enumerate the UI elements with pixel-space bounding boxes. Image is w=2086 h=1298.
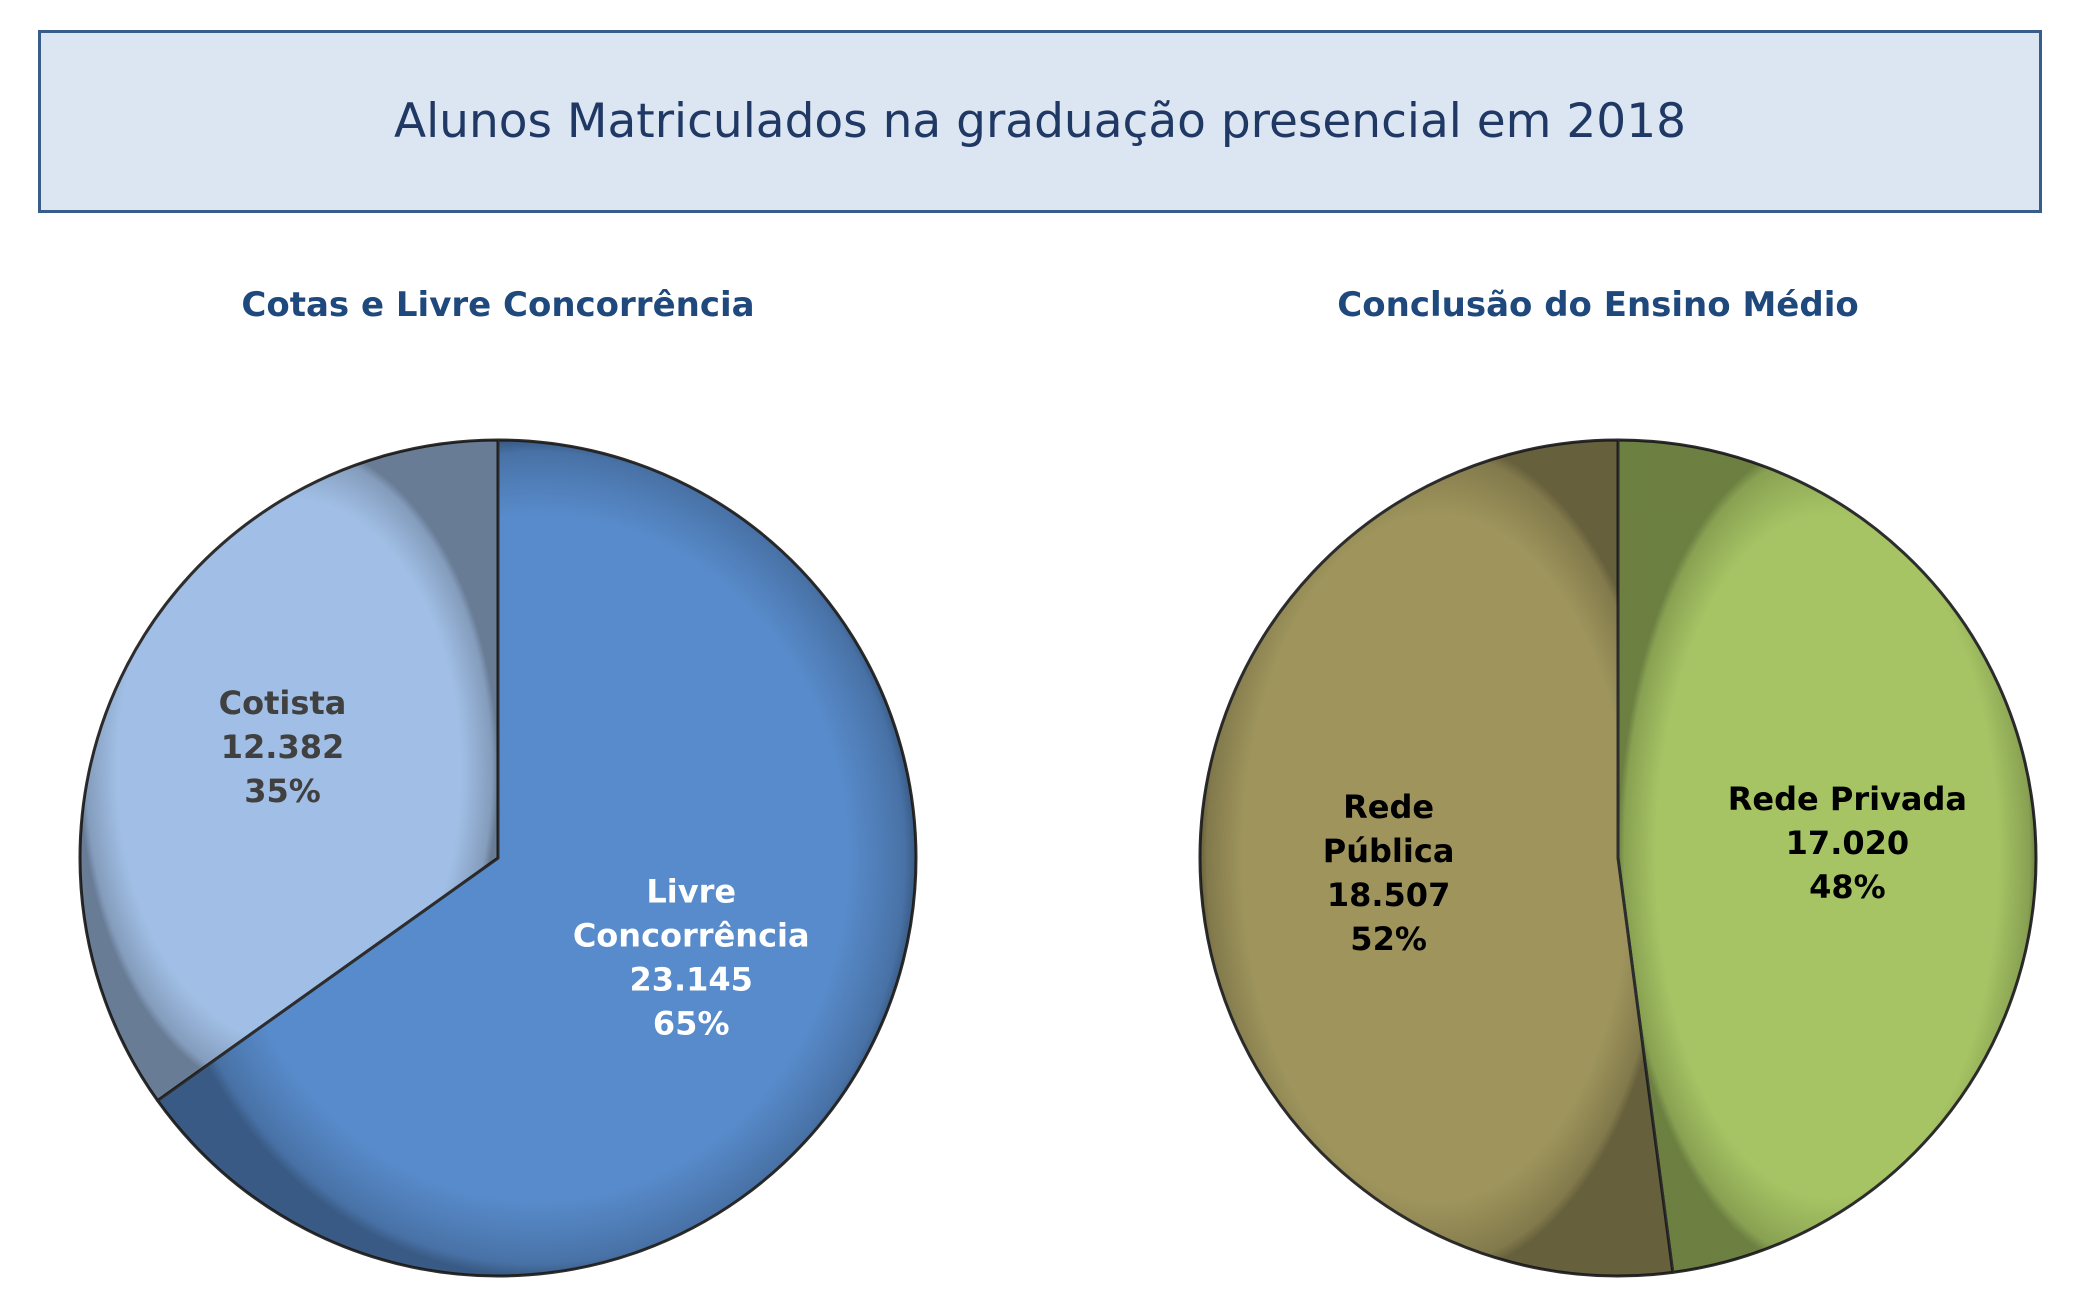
- pie-chart-cotas: Livre Concorrência 23.145 65% Cotista 12.382 3…: [78, 438, 918, 1278]
- data-label-rede-publica: Rede Pública 18.507 52%: [1323, 788, 1455, 958]
- data-label-cotista: Cotista 12.382 35%: [219, 684, 347, 810]
- page-title: Alunos Matriculados na graduação presenc…: [393, 94, 1687, 149]
- pie-chart-ensino-medio: Rede Privada 17.020 48% Rede Pública 18.507 52…: [1198, 438, 2038, 1278]
- data-label-livre-concorrencia: Livre Concorrência 23.145 65%: [573, 873, 810, 1043]
- pie-slice-shading: [1618, 440, 2036, 1273]
- chart-title-ensino-medio: Conclusão do Ensino Médio: [1337, 285, 1859, 325]
- title-box: Alunos Matriculados na graduação presenc…: [38, 30, 2042, 213]
- data-label-rede-privada: Rede Privada 17.020 48%: [1728, 780, 1967, 906]
- pie-slice-shading: [1199, 440, 1673, 1276]
- pie-slice-shading: [80, 440, 498, 1101]
- pie-slice-shading: [157, 440, 917, 1276]
- chart-title-cotas: Cotas e Livre Concorrência: [241, 285, 755, 325]
